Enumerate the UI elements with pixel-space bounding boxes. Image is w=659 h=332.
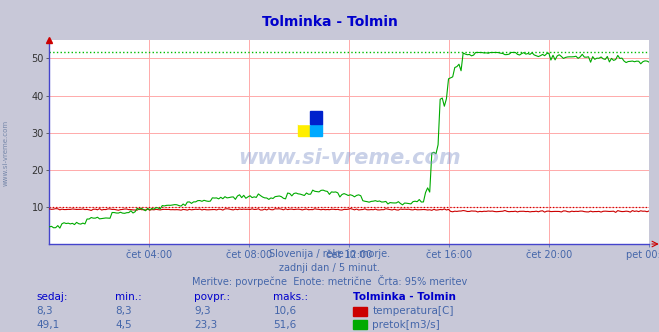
Text: 49,1: 49,1 (36, 320, 59, 330)
Text: maks.:: maks.: (273, 292, 308, 302)
Text: Tolminka - Tolmin: Tolminka - Tolmin (353, 292, 455, 302)
Text: 8,3: 8,3 (115, 306, 132, 316)
Text: zadnji dan / 5 minut.: zadnji dan / 5 minut. (279, 263, 380, 273)
Text: povpr.:: povpr.: (194, 292, 231, 302)
Text: www.si-vreme.com: www.si-vreme.com (2, 120, 9, 186)
Text: sedaj:: sedaj: (36, 292, 68, 302)
Text: 8,3: 8,3 (36, 306, 53, 316)
Bar (299, 124, 310, 136)
Text: 51,6: 51,6 (273, 320, 297, 330)
Text: min.:: min.: (115, 292, 142, 302)
Bar (299, 111, 310, 124)
Text: Meritve: povrpečne  Enote: metrične  Črta: 95% meritev: Meritve: povrpečne Enote: metrične Črta:… (192, 275, 467, 287)
Text: Slovenija / reke in morje.: Slovenija / reke in morje. (269, 249, 390, 259)
Text: Tolminka - Tolmin: Tolminka - Tolmin (262, 15, 397, 29)
Bar (310, 111, 322, 124)
Text: temperatura[C]: temperatura[C] (372, 306, 454, 316)
Bar (310, 124, 322, 136)
Text: 10,6: 10,6 (273, 306, 297, 316)
Text: www.si-vreme.com: www.si-vreme.com (238, 148, 461, 168)
Text: 4,5: 4,5 (115, 320, 132, 330)
Text: pretok[m3/s]: pretok[m3/s] (372, 320, 440, 330)
Text: 9,3: 9,3 (194, 306, 211, 316)
Text: 23,3: 23,3 (194, 320, 217, 330)
